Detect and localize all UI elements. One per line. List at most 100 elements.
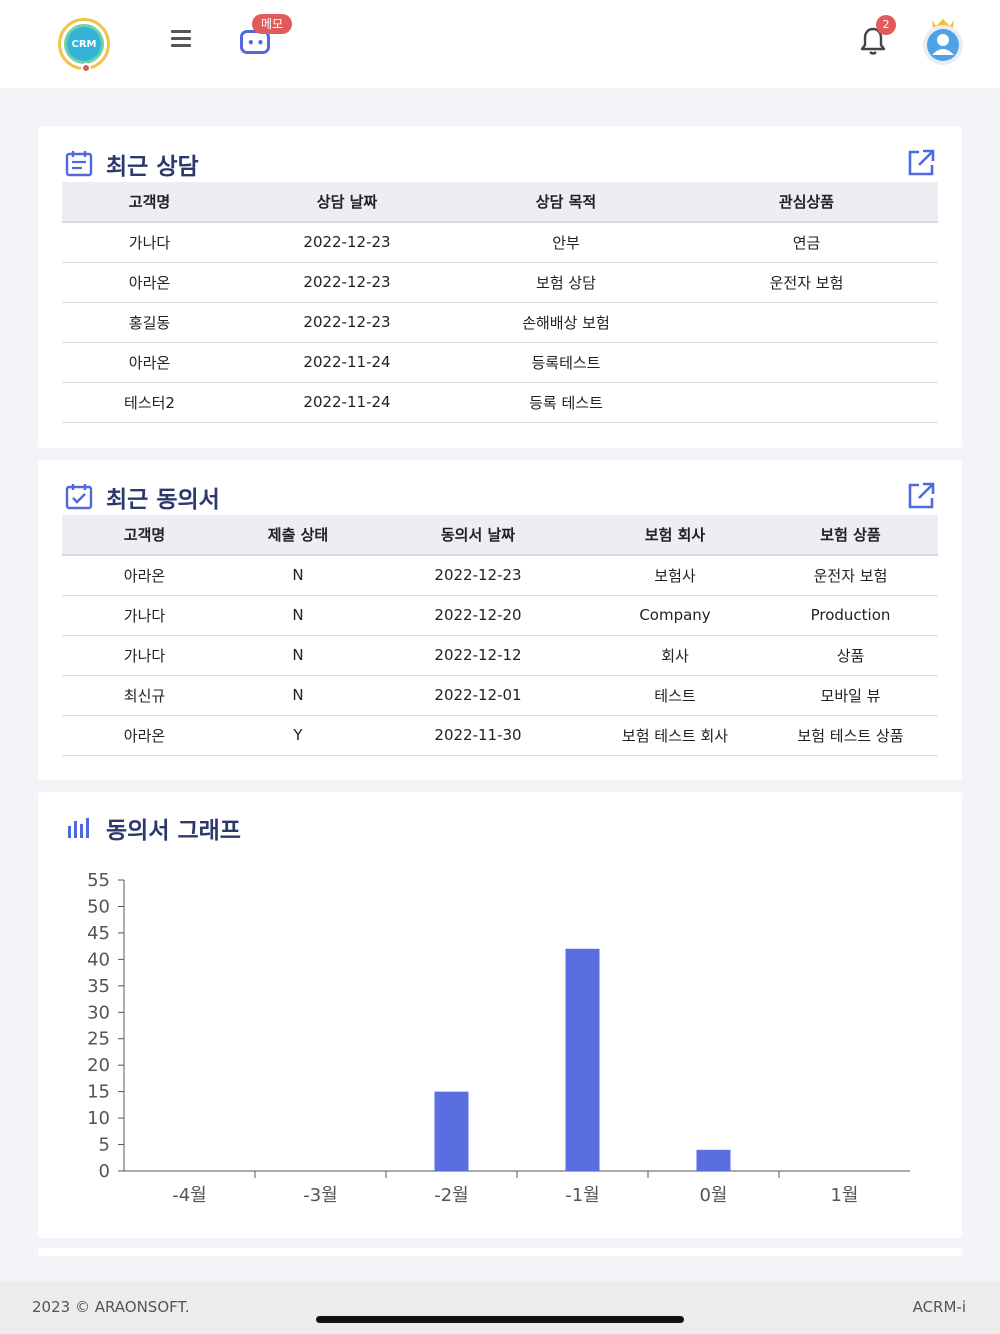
cell-date: 2022-12-23 [237,262,457,303]
x-tick-label: -3월 [303,1185,338,1206]
cell-product [675,342,938,383]
y-tick-label: 25 [87,1029,110,1050]
y-tick-label: 40 [87,949,110,970]
cell-product: 운전자 보험 [763,555,938,596]
y-tick-label: 30 [87,1002,110,1023]
cell-date: 2022-11-30 [369,715,587,756]
cell-company: 테스트 [587,675,763,716]
cell-customer: 테스터2 [62,382,237,423]
cell-customer: 가나다 [62,635,227,676]
table-row[interactable]: 테스터2 2022-11-24 등록 테스트 [62,382,938,423]
column-header: 고객명 [62,515,227,556]
consent-graph-card [38,792,962,1238]
logo-dot [81,63,91,73]
logo-text: CRM [64,24,104,64]
y-tick-label: 20 [87,1055,110,1076]
consent-graph-title: 동의서 그래프 [106,818,241,844]
recent-consents-title: 최근 동의서 [106,487,220,513]
cell-product: 상품 [763,635,938,676]
x-tick-label: -2월 [434,1185,469,1206]
column-header: 고객명 [62,182,237,223]
table-row[interactable]: 가나다 2022-12-23 안부 연금 [62,222,938,263]
cell-status: N [227,555,369,596]
top-bar: CRM •• 메모 2 [0,0,1000,88]
cell-company: 보험사 [587,555,763,596]
cell-product: 운전자 보험 [675,262,938,303]
y-tick-label: 5 [99,1135,110,1156]
cell-status: Y [227,715,369,756]
cell-date: 2022-11-24 [237,382,457,423]
table-row[interactable]: 아라온 2022-11-24 등록테스트 [62,342,938,383]
recent-consults-title: 최근 상담 [106,154,199,180]
cell-purpose: 등록테스트 [457,342,675,383]
table-row[interactable]: 홍길동 2022-12-23 손해배상 보험 [62,302,938,343]
table-row[interactable]: 가나다 N 2022-12-20 Company Production [62,595,938,636]
table-row[interactable]: 최신규 N 2022-12-01 테스트 모바일 뷰 [62,675,938,716]
cell-customer: 아라온 [62,342,237,383]
table-row[interactable]: 아라온 Y 2022-11-30 보험 테스트 회사 보험 테스트 상품 [62,715,938,756]
recent-consents-table: 고객명 제출 상태 동의서 날짜 보험 회사 보험 상품 아라온 N 2022-… [62,515,938,756]
cell-company: 회사 [587,635,763,676]
cell-customer: 아라온 [62,715,227,756]
cell-product: 모바일 뷰 [763,675,938,716]
chart-bar [696,1149,731,1171]
column-header: 상담 날짜 [237,182,457,223]
cell-customer: 가나다 [62,595,227,636]
y-tick-label: 55 [87,870,110,891]
table-row[interactable]: 가나다 N 2022-12-12 회사 상품 [62,635,938,676]
cell-status: N [227,635,369,676]
x-tick-label: -1월 [565,1185,600,1206]
table-header-row: 고객명 제출 상태 동의서 날짜 보험 회사 보험 상품 [62,515,938,556]
cell-purpose: 안부 [457,222,675,263]
cell-product: Production [763,595,938,636]
cell-purpose: 손해배상 보험 [457,302,675,343]
cell-customer: 홍길동 [62,302,237,343]
x-tick-label: 0월 [699,1185,727,1206]
cell-purpose: 보험 상담 [457,262,675,303]
recent-consults-table: 고객명 상담 날짜 상담 목적 관심상품 가나다 2022-12-23 안부 연… [62,182,938,423]
cell-date: 2022-12-12 [369,635,587,676]
column-header: 보험 회사 [587,515,763,556]
footer-app-name: ACRM-i [912,1298,966,1316]
app-logo[interactable]: CRM [58,18,110,73]
y-tick-label: 15 [87,1082,110,1103]
cell-product [675,302,938,343]
cell-status: N [227,595,369,636]
x-tick-label: 1월 [830,1185,858,1206]
footer: 2023 © ARAONSOFT. ACRM-i [0,1282,1000,1334]
table-row[interactable]: 아라온 2022-12-23 보험 상담 운전자 보험 [62,262,938,303]
y-tick-label: 0 [99,1161,110,1182]
y-tick-label: 45 [87,923,110,944]
cell-purpose: 등록 테스트 [457,382,675,423]
cell-date: 2022-12-23 [369,555,587,596]
column-header: 상담 목적 [457,182,675,223]
cell-customer: 아라온 [62,262,237,303]
cell-customer: 최신규 [62,675,227,716]
cell-product [675,382,938,423]
x-tick-label: -4월 [172,1185,207,1206]
cell-product: 연금 [675,222,938,263]
calendar-check-icon [65,484,93,510]
memo-badge[interactable]: 메모 [252,14,293,34]
external-link-icon[interactable] [906,148,936,178]
next-card-edge [38,1248,962,1256]
y-tick-label: 35 [87,976,110,997]
column-header: 보험 상품 [763,515,938,556]
column-header: 관심상품 [675,182,938,223]
consent-bar-chart: 0 5 10 15 20 25 30 35 40 45 50 55 -4월 -3월 -2월 -1월 0월 1월 [87,870,910,1206]
home-indicator [316,1316,684,1323]
y-tick-label: 10 [87,1108,110,1129]
calendar-icon [65,151,93,177]
chart-bar [565,948,600,1171]
table-row[interactable]: 아라온 N 2022-12-23 보험사 운전자 보험 [62,555,938,596]
user-avatar-icon[interactable] [918,14,968,66]
cell-customer: 가나다 [62,222,237,263]
column-header: 제출 상태 [227,515,369,556]
footer-copyright: 2023 © ARAONSOFT. [32,1298,190,1316]
cell-date: 2022-12-01 [369,675,587,716]
cell-date: 2022-12-20 [369,595,587,636]
external-link-icon[interactable] [906,481,936,511]
table-header-row: 고객명 상담 날짜 상담 목적 관심상품 [62,182,938,223]
cell-product: 보험 테스트 상품 [763,715,938,756]
menu-icon[interactable] [166,26,196,56]
